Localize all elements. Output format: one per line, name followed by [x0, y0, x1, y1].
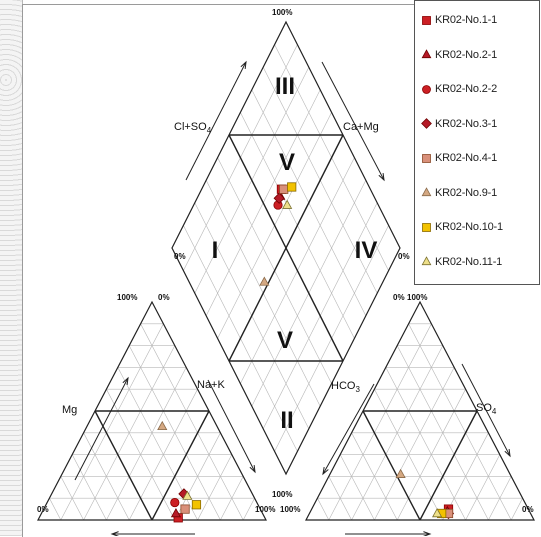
axis-cl-so4-label: Cl+SO4 — [174, 121, 212, 135]
diamond-bottom-label: 100% — [272, 490, 292, 499]
legend-marker-shape — [421, 118, 432, 129]
region-label-V-top: V — [279, 149, 295, 176]
legend-marker — [422, 15, 431, 25]
legend-marker-shape — [422, 222, 431, 232]
legend-marker — [421, 256, 432, 266]
axis-na-k-label: Na+K — [197, 379, 225, 391]
diamond-right-label: 0% — [398, 252, 410, 261]
axis-so4-label: SO4 — [476, 402, 497, 416]
legend-marker — [421, 49, 432, 59]
anion-top-label: 0% — [393, 293, 405, 302]
region-label-V-bottom: V — [277, 327, 293, 354]
legend-label: KR02-No.4-1 — [435, 152, 497, 164]
legend-marker — [422, 84, 431, 94]
legend-item: KR02-No.1-1 — [421, 10, 497, 30]
legend-item: KR02-No.10-1 — [421, 217, 503, 237]
legend-marker-shape — [421, 256, 432, 266]
diamond-left-label: 0% — [174, 252, 186, 261]
cation-point-3 — [170, 497, 180, 508]
cation-left-label: 0% — [37, 505, 49, 514]
legend-marker-shape — [421, 49, 432, 59]
diamond-top-label: 100% — [272, 8, 292, 17]
anion-point-8 — [432, 508, 443, 518]
cation-point-6 — [157, 420, 168, 431]
arrow-hco3 — [322, 383, 375, 476]
arrow-ca-mg — [321, 61, 385, 182]
axis-arrows — [74, 60, 511, 536]
anion-right-label: 0% — [522, 505, 534, 514]
diagram-outlines — [37, 20, 535, 521]
data-points — [157, 182, 455, 523]
legend-label: KR02-No.9-1 — [435, 186, 497, 199]
cation-right-label: 100% — [255, 505, 275, 514]
cation-point-5 — [180, 504, 190, 514]
legend-marker-shape — [422, 15, 431, 25]
axis-hco3-label: HCO3 — [331, 380, 360, 394]
legend-marker — [422, 153, 431, 163]
legend-label: KR02-No.1-1 — [435, 14, 497, 26]
region-label-IV: IV — [355, 237, 378, 264]
diamond-point-6 — [259, 276, 270, 286]
anion-point-6 — [395, 468, 406, 478]
diamond-point-5 — [279, 184, 289, 194]
anion-left-label: 100% — [280, 505, 300, 514]
diamond-point-8 — [282, 199, 293, 209]
legend-item: KR02-No.2-1 — [421, 45, 497, 65]
legend-marker — [422, 222, 431, 232]
legend-item: KR02-No.2-2 — [421, 79, 497, 99]
background-map-strip — [0, 0, 23, 536]
arrow-so4 — [461, 363, 511, 458]
cation-point-7 — [191, 500, 202, 510]
legend-item: KR02-No.4-1 — [421, 148, 497, 168]
legend-label: KR02-No.2-2 — [435, 83, 497, 95]
legend-marker-shape — [422, 153, 431, 163]
legend-item: KR02-No.9-1 — [421, 183, 497, 203]
cation-point-2 — [170, 508, 182, 518]
arrow-cl — [345, 531, 432, 536]
anion-apex-label: 100% — [407, 293, 427, 302]
arrow-mg — [74, 376, 129, 481]
arrow-cl-so4 — [185, 60, 247, 181]
legend-marker-shape — [421, 187, 432, 197]
legend-label: KR02-No.2-1 — [435, 48, 497, 61]
legend: KR02-No.1-1 KR02-No.2-1 KR02-No.2-2 KR02-No… — [414, 0, 540, 285]
legend-label: KR02-No.11-1 — [435, 255, 503, 268]
diamond-point-4 — [273, 192, 285, 204]
cation-point-8 — [182, 490, 193, 500]
region-label-II: II — [280, 407, 293, 434]
cation-top-label: 100% — [117, 293, 137, 302]
legend-item: KR02-No.3-1 — [421, 114, 497, 134]
legend-marker — [421, 187, 432, 197]
legend-marker — [421, 118, 432, 129]
arrow-na-k — [207, 379, 256, 474]
cation-apex-zero-label: 0% — [158, 293, 170, 302]
arrow-ca — [110, 531, 195, 536]
axis-ca-mg-label: Ca+Mg — [343, 121, 379, 133]
legend-label: KR02-No.3-1 — [435, 117, 497, 130]
diamond-point-7 — [287, 182, 297, 192]
region-label-III: III — [275, 73, 295, 100]
legend-label: KR02-No.10-1 — [435, 221, 503, 233]
region-label-I: I — [212, 237, 219, 264]
legend-marker-shape — [422, 84, 431, 94]
legend-item: KR02-No.11-1 — [421, 252, 502, 272]
axis-mg-label: Mg — [62, 404, 77, 416]
